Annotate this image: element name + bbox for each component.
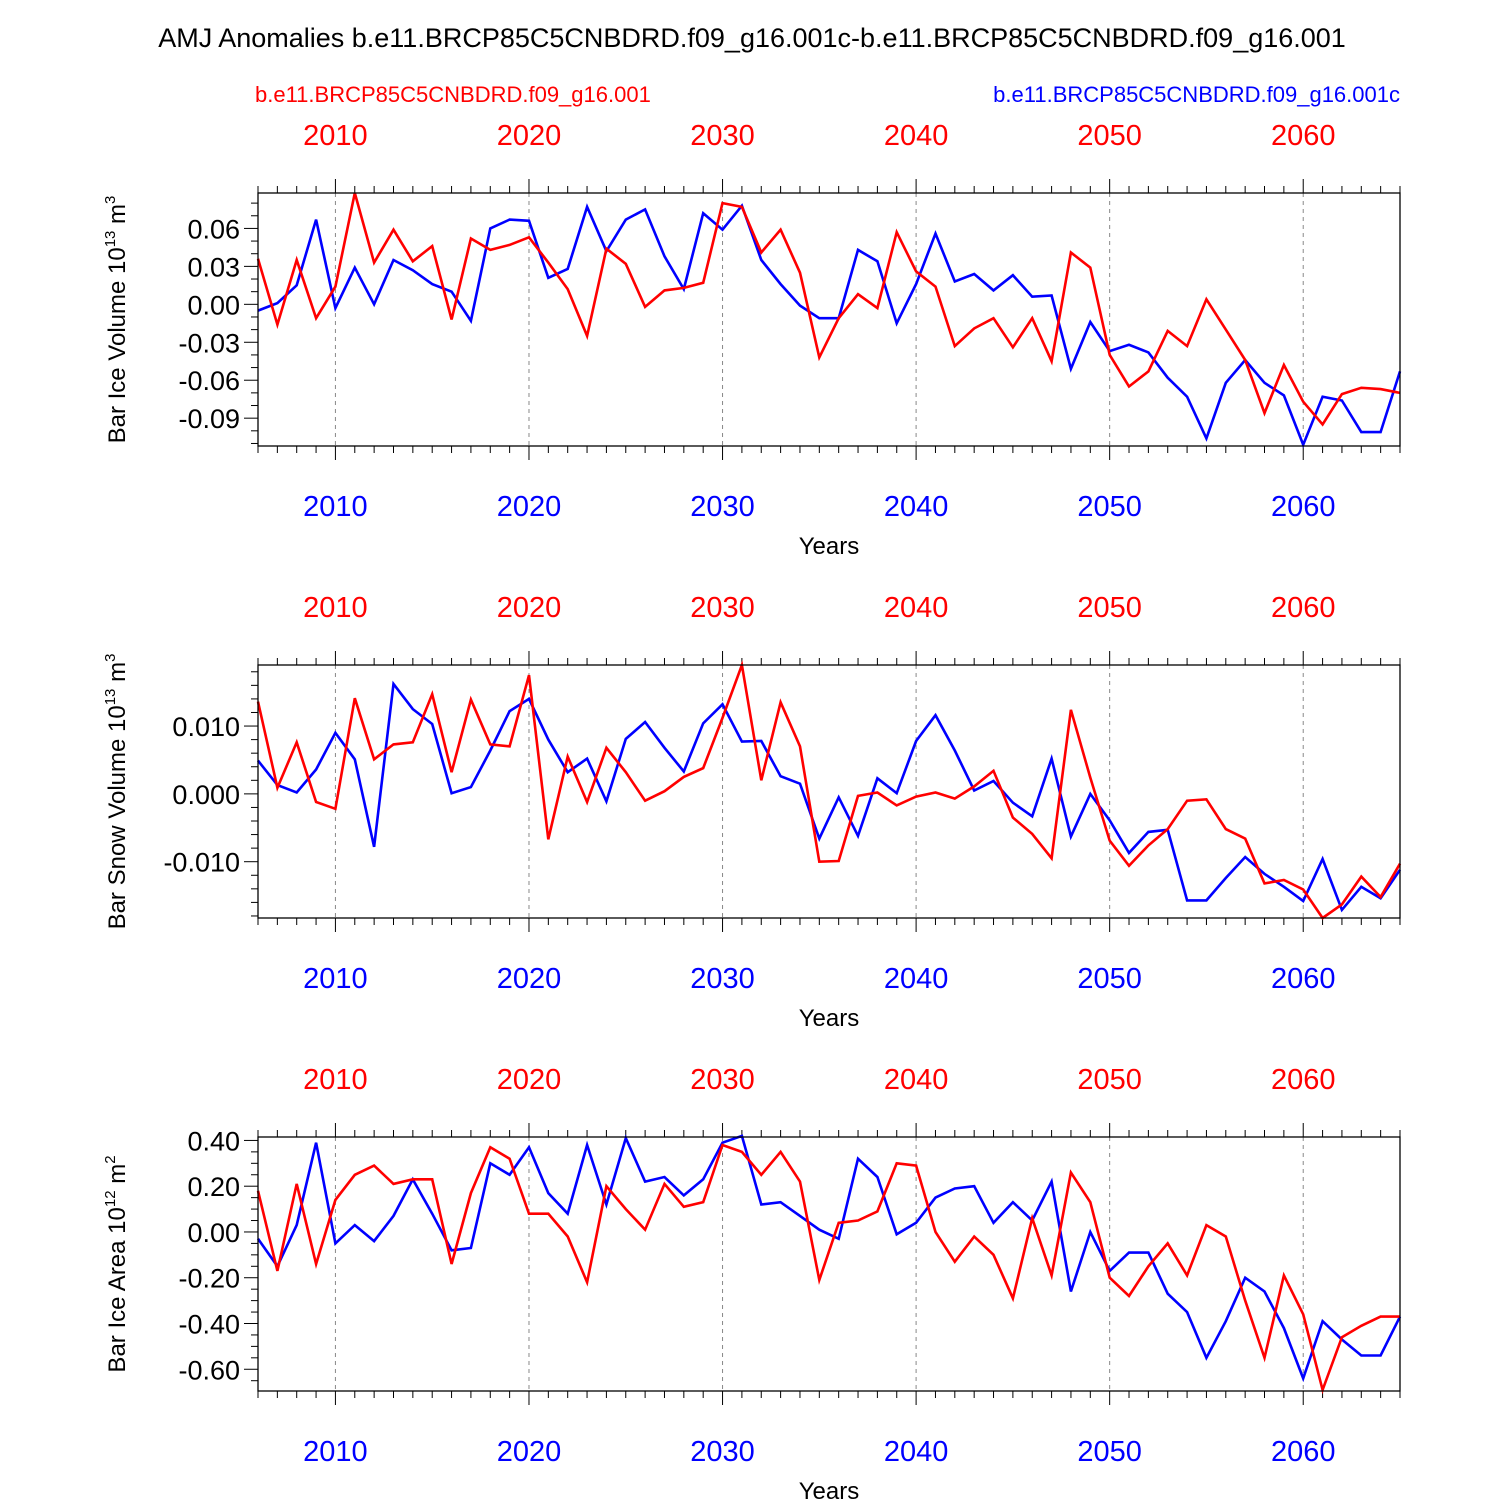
- y-tick-label: -0.20: [178, 1264, 240, 1294]
- y-tick-label: 0.06: [187, 214, 240, 244]
- y-tick-label: -0.40: [178, 1309, 240, 1339]
- y-tick-label: 0.000: [172, 780, 240, 810]
- x-tick-label-bottom: 2050: [1077, 1436, 1142, 1468]
- x-tick-label-bottom: 2060: [1271, 491, 1336, 523]
- x-tick-label-top: 2060: [1271, 592, 1336, 624]
- x-tick-label-bottom: 2050: [1077, 963, 1142, 995]
- x-tick-label-top: 2060: [1271, 120, 1336, 152]
- x-axis-label: Years: [799, 533, 860, 560]
- plot-frame: [257, 664, 1401, 919]
- x-tick-label-bottom: 2030: [690, 963, 755, 995]
- x-tick-label-top: 2030: [690, 1064, 755, 1096]
- y-tick-label: 0.00: [187, 1218, 240, 1248]
- plot-frame: [257, 1136, 1401, 1392]
- x-tick-label-bottom: 2040: [884, 1436, 949, 1468]
- series-line-blue: [257, 203, 1402, 449]
- x-tick-label-top: 2010: [303, 120, 368, 152]
- y-tick-label: 0.20: [187, 1172, 240, 1202]
- x-tick-label-top: 2010: [303, 1064, 368, 1096]
- x-tick-label-top: 2040: [884, 592, 949, 624]
- y-tick-label: 0.40: [187, 1126, 240, 1156]
- legend-blue-label: b.e11.BRCP85C5CNBDRD.f09_g16.001c: [993, 82, 1400, 107]
- panel-3: 0.40 0.20 0.00 -0.20 -0.40 -0.60 2010 2010 2020 2…: [102, 1064, 1402, 1500]
- x-tick-label-top: 2060: [1271, 1064, 1336, 1096]
- x-axis-label: Years: [799, 1478, 860, 1500]
- x-tick-label-top: 2030: [690, 120, 755, 152]
- x-tick-label-bottom: 2060: [1271, 1436, 1336, 1468]
- x-tick-label-top: 2020: [497, 592, 562, 624]
- x-tick-label-bottom: 2010: [303, 963, 368, 995]
- y-tick-label: -0.010: [163, 848, 240, 878]
- x-tick-label-top: 2050: [1077, 120, 1142, 152]
- series-line-red: [256, 659, 1402, 920]
- y-tick-label: 0.010: [172, 712, 240, 742]
- series-line-red: [256, 192, 1401, 427]
- x-tick-label-top: 2050: [1077, 592, 1142, 624]
- y-tick-label: -0.06: [178, 366, 240, 396]
- x-tick-label-top: 2010: [303, 592, 368, 624]
- panel-1: 0.06 0.03 0.00 -0.03 -0.06 -0.09 2010 2010 2020 2…: [102, 120, 1402, 560]
- x-tick-label-bottom: 2050: [1077, 491, 1142, 523]
- y-tick-label: 0.00: [187, 290, 240, 320]
- x-tick-label-bottom: 2040: [884, 963, 949, 995]
- y-axis-label: Bar Snow Volume 1013 m3: [102, 654, 131, 930]
- x-tick-label-bottom: 2030: [690, 1436, 755, 1468]
- series-line-red: [256, 1143, 1400, 1395]
- y-tick-label: 0.03: [187, 252, 240, 282]
- x-tick-label-bottom: 2060: [1271, 963, 1336, 995]
- y-tick-label: -0.09: [178, 404, 240, 434]
- x-tick-label-bottom: 2040: [884, 491, 949, 523]
- x-tick-label-top: 2040: [884, 120, 949, 152]
- x-axis-label: Years: [799, 1005, 860, 1032]
- y-tick-label: -0.60: [178, 1355, 240, 1385]
- x-tick-label-bottom: 2010: [303, 1436, 368, 1468]
- figure-title: AMJ Anomalies b.e11.BRCP85C5CNBDRD.f09_g…: [158, 23, 1346, 53]
- x-tick-label-bottom: 2020: [497, 963, 562, 995]
- series-line-blue: [256, 1134, 1402, 1383]
- y-axis-label: Bar Ice Area 1012 m2: [102, 1155, 131, 1372]
- y-tick-label: -0.03: [178, 328, 240, 358]
- x-tick-label-top: 2030: [690, 592, 755, 624]
- legend-red-label: b.e11.BRCP85C5CNBDRD.f09_g16.001: [255, 82, 651, 107]
- y-axis-label: Bar Ice Volume 1013 m3: [102, 196, 131, 444]
- x-tick-label-bottom: 2030: [690, 491, 755, 523]
- x-tick-label-top: 2040: [884, 1064, 949, 1096]
- plot-frame: [257, 192, 1401, 447]
- x-tick-label-top: 2050: [1077, 1064, 1142, 1096]
- panel-2: 0.010 0.000 -0.010 2010 2010 2020 2020 2030 2030…: [102, 592, 1402, 1032]
- x-tick-label-bottom: 2020: [497, 491, 562, 523]
- x-tick-label-bottom: 2010: [303, 491, 368, 523]
- x-tick-label-top: 2020: [497, 1064, 562, 1096]
- x-tick-label-bottom: 2020: [497, 1436, 562, 1468]
- series-line-blue: [256, 680, 1402, 913]
- x-tick-label-top: 2020: [497, 120, 562, 152]
